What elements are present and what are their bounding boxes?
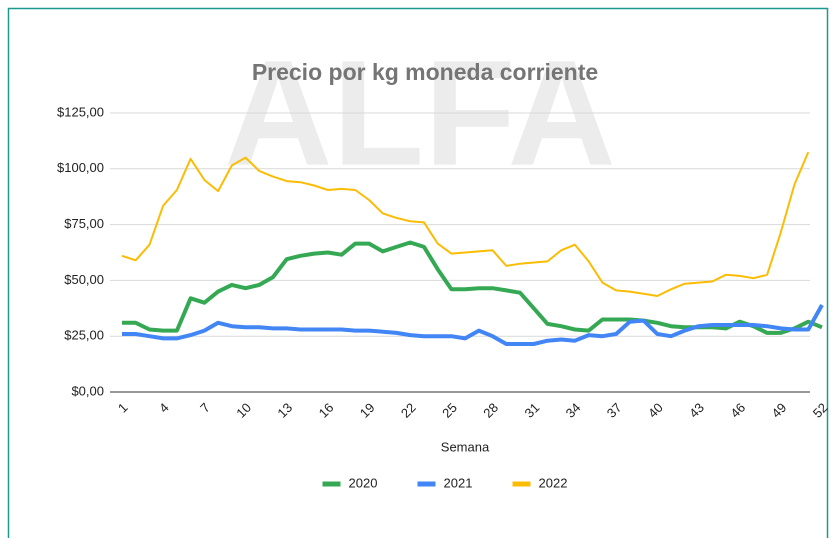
frame (7, 7, 829, 538)
y-tick-label: $0,00 (71, 383, 104, 398)
x-tick-label: 10 (233, 400, 254, 421)
y-tick-label: $25,00 (64, 328, 104, 343)
legend-label: 2020 (349, 475, 378, 490)
y-tick-label: $100,00 (57, 160, 104, 175)
series-line (122, 240, 823, 335)
x-tick-label: 49 (769, 400, 790, 421)
x-tick-label: 37 (604, 400, 625, 421)
x-tick-label: 31 (521, 400, 542, 421)
x-tick-label: 28 (480, 400, 501, 421)
x-axis-label: Semana (441, 439, 490, 454)
x-tick-label: 19 (357, 400, 378, 421)
y-tick-label: $75,00 (64, 216, 104, 231)
chart-title: Precio por kg moneda corriente (252, 59, 598, 85)
x-tick-label: 46 (727, 400, 748, 421)
x-tick-label: 16 (316, 400, 337, 421)
x-tick-label: 7 (197, 400, 213, 416)
legend-label: 2022 (539, 475, 568, 490)
x-tick-label: 4 (156, 400, 172, 416)
legend-label: 2021 (444, 475, 473, 490)
x-tick-label: 34 (563, 400, 584, 421)
y-tick-label: $125,00 (57, 104, 104, 119)
series-line (122, 304, 824, 346)
x-tick-label: 1 (115, 400, 131, 416)
x-tick-label: 22 (398, 400, 419, 421)
x-tick-label: 13 (274, 400, 295, 421)
x-tick-label: 43 (686, 400, 707, 421)
x-tick-label: 25 (439, 400, 460, 421)
x-tick-label: 40 (645, 400, 666, 421)
y-tick-label: $50,00 (64, 272, 104, 287)
series-line (121, 151, 810, 297)
